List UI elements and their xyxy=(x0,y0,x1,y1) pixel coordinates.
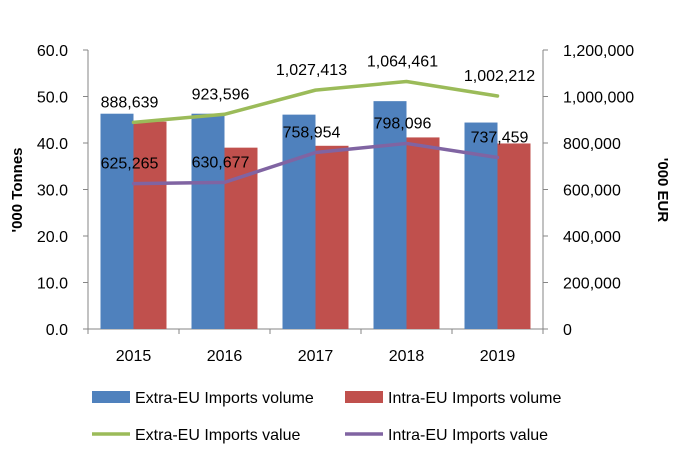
legend-label: Intra-EU Imports volume xyxy=(388,390,561,407)
y2-tick-label: 1,000,000 xyxy=(563,90,634,107)
y-tick-label: 10.0 xyxy=(37,276,68,293)
line-series xyxy=(131,79,500,186)
y2-tick-label: 0 xyxy=(563,322,572,339)
data-label: 1,064,461 xyxy=(367,54,438,71)
legend-label: Extra-EU Imports value xyxy=(135,427,300,444)
y-axis-title: '000 Tonnes xyxy=(9,148,26,233)
data-label: 1,002,212 xyxy=(464,68,535,85)
bar xyxy=(100,113,134,329)
bar xyxy=(282,114,316,329)
y2-tick-label: 600,000 xyxy=(563,183,621,200)
data-label: 737,459 xyxy=(471,130,529,147)
y-tick-label: 0.0 xyxy=(46,322,68,339)
bar xyxy=(373,101,407,330)
legend-label: Intra-EU Imports value xyxy=(388,427,548,444)
y-tick-label: 60.0 xyxy=(37,43,68,60)
legend-swatch xyxy=(92,391,130,403)
bar xyxy=(191,113,225,329)
bar xyxy=(133,121,167,329)
x-tick-label: 2018 xyxy=(389,348,425,365)
data-label: 923,596 xyxy=(192,86,250,103)
data-label: 888,639 xyxy=(101,94,159,111)
x-tick-label: 2019 xyxy=(480,348,516,365)
y-tick-label: 50.0 xyxy=(37,90,68,107)
data-label: 1,027,413 xyxy=(276,62,347,79)
data-label: 625,265 xyxy=(101,156,159,173)
y2-tick-label: 400,000 xyxy=(563,229,621,246)
series-line xyxy=(131,79,500,125)
y-tick-label: 20.0 xyxy=(37,229,68,246)
y2-tick-label: 200,000 xyxy=(563,276,621,293)
y2-axis-title: '000 EUR xyxy=(654,158,671,223)
legend: Extra-EU Imports volume Intra-EU Imports … xyxy=(92,390,561,444)
legend-label: Extra-EU Imports volume xyxy=(135,390,314,407)
bar xyxy=(315,145,349,329)
data-labels: 888,639 923,596 1,027,413 1,064,461 1,002,21… xyxy=(101,54,536,173)
data-label: 758,954 xyxy=(283,125,341,142)
x-tick-label: 2017 xyxy=(298,348,334,365)
x-tick-label: 2015 xyxy=(116,348,152,365)
bar xyxy=(497,143,531,329)
data-label: 798,096 xyxy=(374,115,432,132)
y-tick-label: 40.0 xyxy=(37,136,68,153)
bar xyxy=(406,137,440,329)
data-label: 630,677 xyxy=(192,154,250,171)
legend-swatch xyxy=(345,391,383,403)
x-tick-label: 2016 xyxy=(207,348,243,365)
y-tick-label: 30.0 xyxy=(37,183,68,200)
y2-tick-label: 800,000 xyxy=(563,136,621,153)
y2-tick-label: 1,200,000 xyxy=(563,43,634,60)
series-line xyxy=(131,141,500,186)
